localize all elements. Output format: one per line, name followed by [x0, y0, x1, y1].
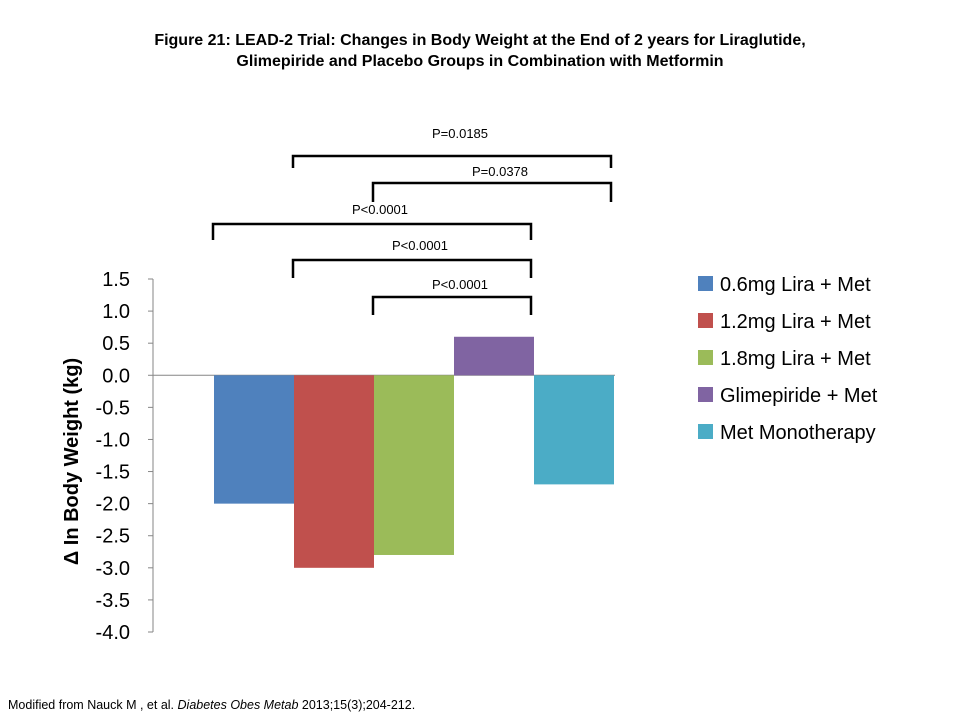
- significance-bracket-5: [371, 295, 533, 315]
- y-tick-label: 0.0: [102, 365, 130, 387]
- bar-2: [294, 375, 374, 568]
- p-value-label-1: P=0.0185: [432, 126, 488, 141]
- chart-title: Figure 21: LEAD-2 Trial: Changes in Body…: [60, 30, 900, 72]
- p-value-label-2: P=0.0378: [472, 164, 528, 179]
- significance-bracket-3: [211, 222, 533, 240]
- legend-label-4: Glimepiride + Met: [720, 385, 878, 407]
- y-tick-label: -4.0: [96, 622, 130, 644]
- legend-swatch-2: [698, 313, 713, 328]
- y-tick-label: -2.0: [96, 494, 130, 516]
- y-tick-label: -3.5: [96, 590, 130, 612]
- source-footnote: Modified from Nauck M , et al. Diabetes …: [8, 698, 415, 712]
- legend-swatch-4: [698, 387, 713, 402]
- y-tick-label: 0.5: [102, 333, 130, 355]
- bar-4: [454, 336, 534, 376]
- legend-swatch-1: [698, 276, 713, 291]
- significance-bracket-2: [371, 181, 613, 202]
- y-tick-label: -2.5: [96, 526, 130, 548]
- y-tick-label: 1.5: [102, 269, 130, 291]
- p-value-label-4: P<0.0001: [392, 238, 448, 253]
- footnote-journal: Diabetes Obes Metab: [177, 698, 299, 712]
- legend-swatch-5: [698, 424, 713, 439]
- p-value-label-5: P<0.0001: [432, 277, 488, 292]
- chart-title-line-2: Glimepiride and Placebo Groups in Combin…: [236, 53, 724, 70]
- bar-1: [214, 375, 294, 504]
- p-value-label-3: P<0.0001: [352, 202, 408, 217]
- significance-bracket-4: [291, 258, 533, 278]
- footnote-suffix: 2013;15(3);204-212.: [298, 698, 416, 712]
- bar-3: [374, 375, 454, 555]
- bar-5: [534, 375, 614, 485]
- footnote-prefix: Modified from Nauck M , et al.: [8, 698, 178, 712]
- y-tick-label: -3.0: [96, 558, 130, 580]
- legend-label-2: 1.2mg Lira + Met: [720, 311, 871, 333]
- y-tick-label: 1.0: [102, 301, 130, 323]
- y-axis-label: Δ In Body Weight (kg): [61, 358, 83, 565]
- significance-bracket-1: [291, 154, 613, 168]
- y-tick-label: -1.5: [96, 462, 130, 484]
- y-tick-label: -0.5: [96, 397, 130, 419]
- legend-label-1: 0.6mg Lira + Met: [720, 274, 871, 296]
- legend-label-5: Met Monotherapy: [720, 422, 876, 444]
- y-tick-label: -1.0: [96, 429, 130, 451]
- legend-swatch-3: [698, 350, 713, 365]
- legend-label-3: 1.8mg Lira + Met: [720, 348, 871, 370]
- chart-title-line-1: Figure 21: LEAD-2 Trial: Changes in Body…: [154, 32, 806, 49]
